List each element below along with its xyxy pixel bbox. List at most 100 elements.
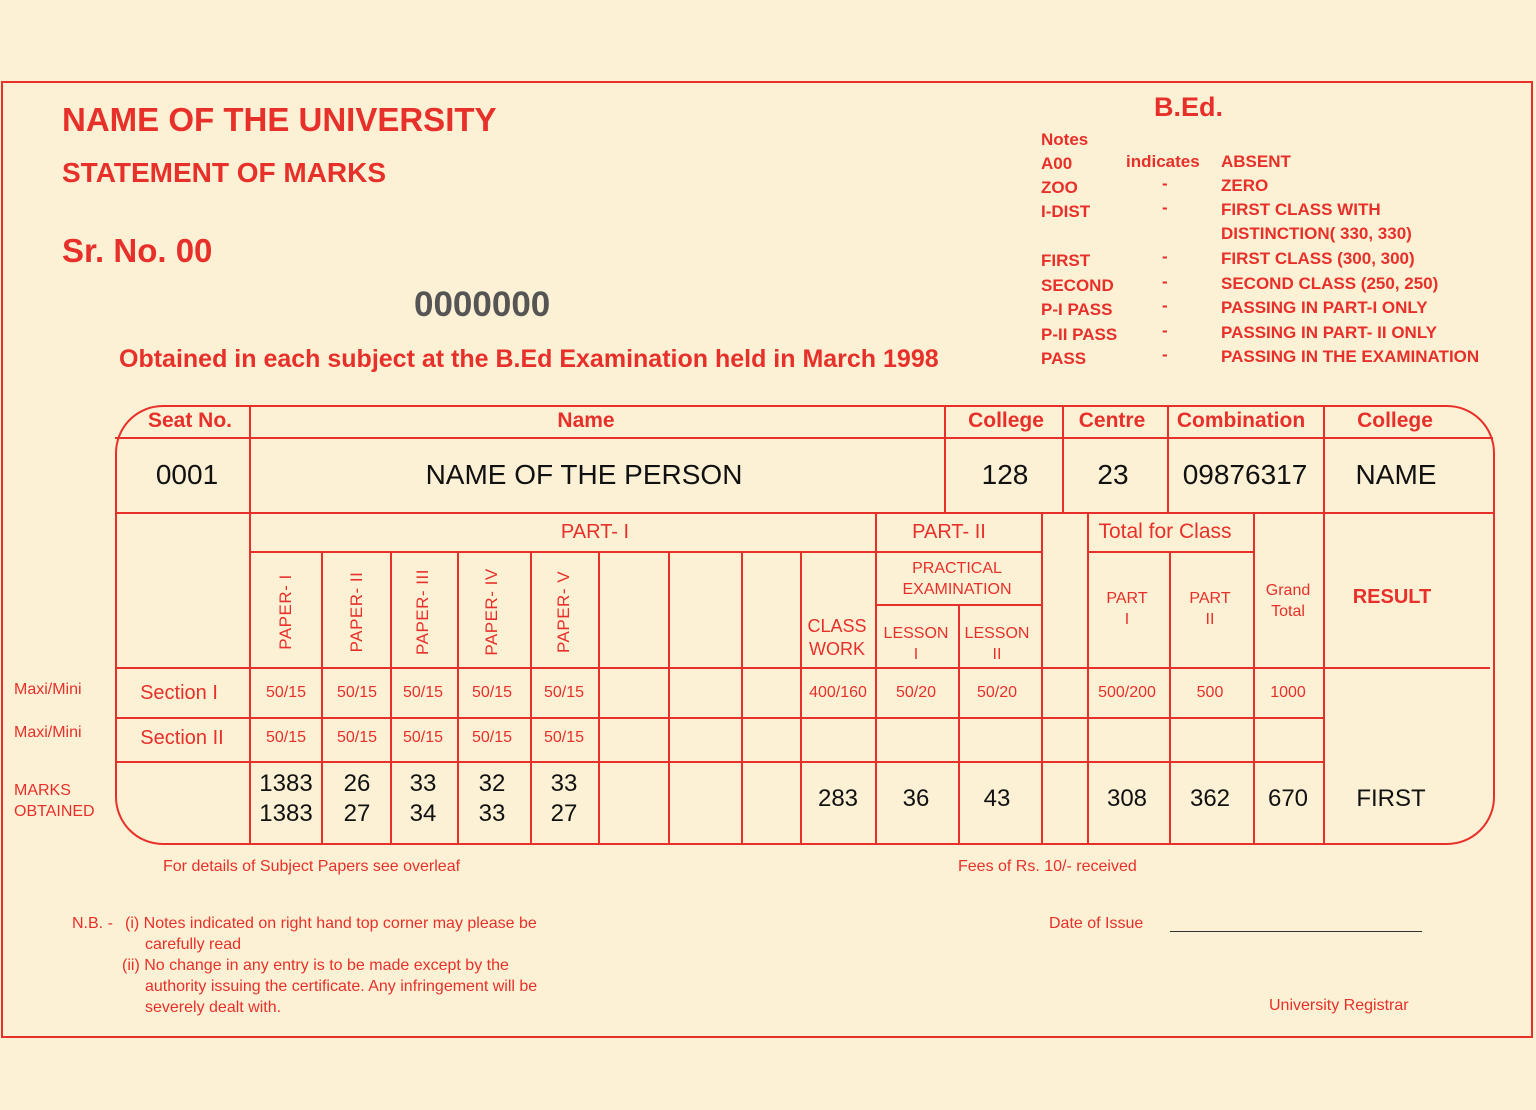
college-header: College <box>968 409 1044 432</box>
note-meaning: PASSING IN THE EXAMINATION <box>1221 347 1480 366</box>
table-rule <box>115 761 1323 763</box>
note-2: (ii) No change in any entry is to be mad… <box>122 957 509 974</box>
lesson1-header: LESSON I <box>883 625 949 663</box>
table-rule <box>875 512 877 843</box>
table-rule <box>115 667 1490 669</box>
table-rule <box>1041 512 1043 843</box>
college-name-value: NAME <box>1355 459 1437 490</box>
section1-lesson2-limit: 50/20 <box>976 684 1018 701</box>
notes-title: Notes <box>1041 130 1089 149</box>
note-2-cont: authority issuing the certificate. Any i… <box>145 978 538 995</box>
paper-mark-2: 34 <box>409 800 437 827</box>
paper-header: PAPER- III <box>413 569 432 655</box>
seat-value: 0001 <box>155 459 219 490</box>
name-header: Name <box>557 409 615 432</box>
section1-paper-limit: 50/15 <box>265 684 307 701</box>
part-i-total-header: PART I <box>1106 590 1148 628</box>
note-code: ZOO <box>1041 178 1078 197</box>
class-work-header: CLASS WORK <box>807 616 867 659</box>
section2-paper-limit: 50/15 <box>471 729 513 746</box>
total-for-class-header: Total for Class <box>1098 520 1232 543</box>
marks-part2: 362 <box>1189 785 1231 812</box>
section1-paper-limit: 50/15 <box>543 684 585 701</box>
college-name-header: College <box>1357 409 1433 432</box>
table-rule <box>457 551 459 843</box>
university-name: NAME OF THE UNIVERSITY <box>62 101 497 138</box>
note-code: A00 <box>1041 154 1073 173</box>
paper-header: PAPER- V <box>554 570 573 654</box>
combination-value: 09876317 <box>1182 459 1308 490</box>
note-code: SECOND <box>1041 276 1114 295</box>
paper-mark-2: 33 <box>478 800 506 827</box>
combination-header: Combination <box>1176 409 1306 432</box>
notes-indicates: indicates <box>1126 152 1200 171</box>
serial-number: Sr. No. 00 <box>62 232 213 269</box>
note-1-cont: carefully read <box>145 936 242 953</box>
marks-lesson1: 36 <box>902 785 930 812</box>
note-meaning: SECOND CLASS (250, 250) <box>1221 274 1439 293</box>
note-meaning: FIRST CLASS (300, 300) <box>1221 249 1415 268</box>
paper-header: PAPER- I <box>276 574 295 650</box>
note-dash: - <box>1162 198 1168 217</box>
result-value: FIRST <box>1356 785 1426 812</box>
paper-header: PAPER- IV <box>482 568 501 656</box>
note-meaning: ABSENT <box>1221 152 1291 171</box>
note-dash: - <box>1162 247 1168 266</box>
section2-paper-limit: 50/15 <box>543 729 585 746</box>
exam-description: Obtained in each subject at the B.Ed Exa… <box>119 345 939 373</box>
table-rule <box>668 551 670 843</box>
table-rule <box>741 551 743 843</box>
note-meaning: PASSING IN PART- II ONLY <box>1221 323 1437 342</box>
statement-title: STATEMENT OF MARKS <box>62 157 387 188</box>
note-meaning: FIRST CLASS WITH <box>1221 200 1381 219</box>
table-rule <box>598 551 600 843</box>
note-dash: - <box>1162 321 1168 340</box>
note-2-cont2: severely dealt with. <box>145 999 282 1016</box>
table-rule <box>958 604 960 843</box>
college-value: 128 <box>981 459 1029 490</box>
marks-grand: 670 <box>1267 785 1309 812</box>
paper-mark-1: 26 <box>343 770 371 797</box>
seat-header: Seat No. <box>147 409 233 432</box>
part2-header: PART- II <box>912 521 986 543</box>
note-code: PASS <box>1041 349 1087 368</box>
details-note: For details of Subject Papers see overle… <box>163 858 461 875</box>
nb-label: N.B. - <box>72 915 113 932</box>
marks-class_work: 283 <box>817 785 859 812</box>
table-rule <box>321 551 323 843</box>
grand-total-header: Grand Total <box>1265 582 1311 620</box>
note-dash: - <box>1162 345 1168 364</box>
paper-mark-1: 33 <box>550 770 578 797</box>
centre-header: Centre <box>1078 409 1146 432</box>
section1-label: Section I <box>140 682 218 704</box>
marks-obtained-label: MARKS OBTAINED <box>14 782 95 820</box>
note-code: P-II PASS <box>1041 325 1118 344</box>
table-rule <box>115 512 1493 514</box>
degree-title: B.Ed. <box>1154 92 1224 122</box>
note-dash: - <box>1162 174 1168 193</box>
marks-part1: 308 <box>1106 785 1148 812</box>
table-rule <box>944 405 946 512</box>
table-rule <box>800 551 802 843</box>
section1-class_work-limit: 400/160 <box>809 684 867 701</box>
section1-part1-limit: 500/200 <box>1098 684 1156 701</box>
table-rule <box>1062 405 1064 512</box>
table-rule <box>249 405 251 843</box>
paper-mark-1: 33 <box>409 770 437 797</box>
paper-mark-2: 27 <box>343 800 371 827</box>
maxi-mini-label-2: Maxi/Mini <box>14 724 82 741</box>
paper-mark-2: 1383 <box>259 800 313 827</box>
table-rule <box>1253 512 1255 843</box>
note-code: FIRST <box>1041 251 1091 270</box>
note-meaning: ZERO <box>1221 176 1269 195</box>
date-of-issue-label: Date of Issue <box>1049 915 1144 932</box>
paper-mark-1: 32 <box>478 770 506 797</box>
part1-header: PART- I <box>560 521 630 543</box>
section1-paper-limit: 50/15 <box>336 684 378 701</box>
section1-paper-limit: 50/15 <box>402 684 444 701</box>
section2-label: Section II <box>140 727 224 749</box>
part-ii-total-header: PART II <box>1189 590 1231 628</box>
note-1: (i) Notes indicated on right hand top co… <box>125 915 537 932</box>
fees-note: Fees of Rs. 10/- received <box>958 858 1137 875</box>
